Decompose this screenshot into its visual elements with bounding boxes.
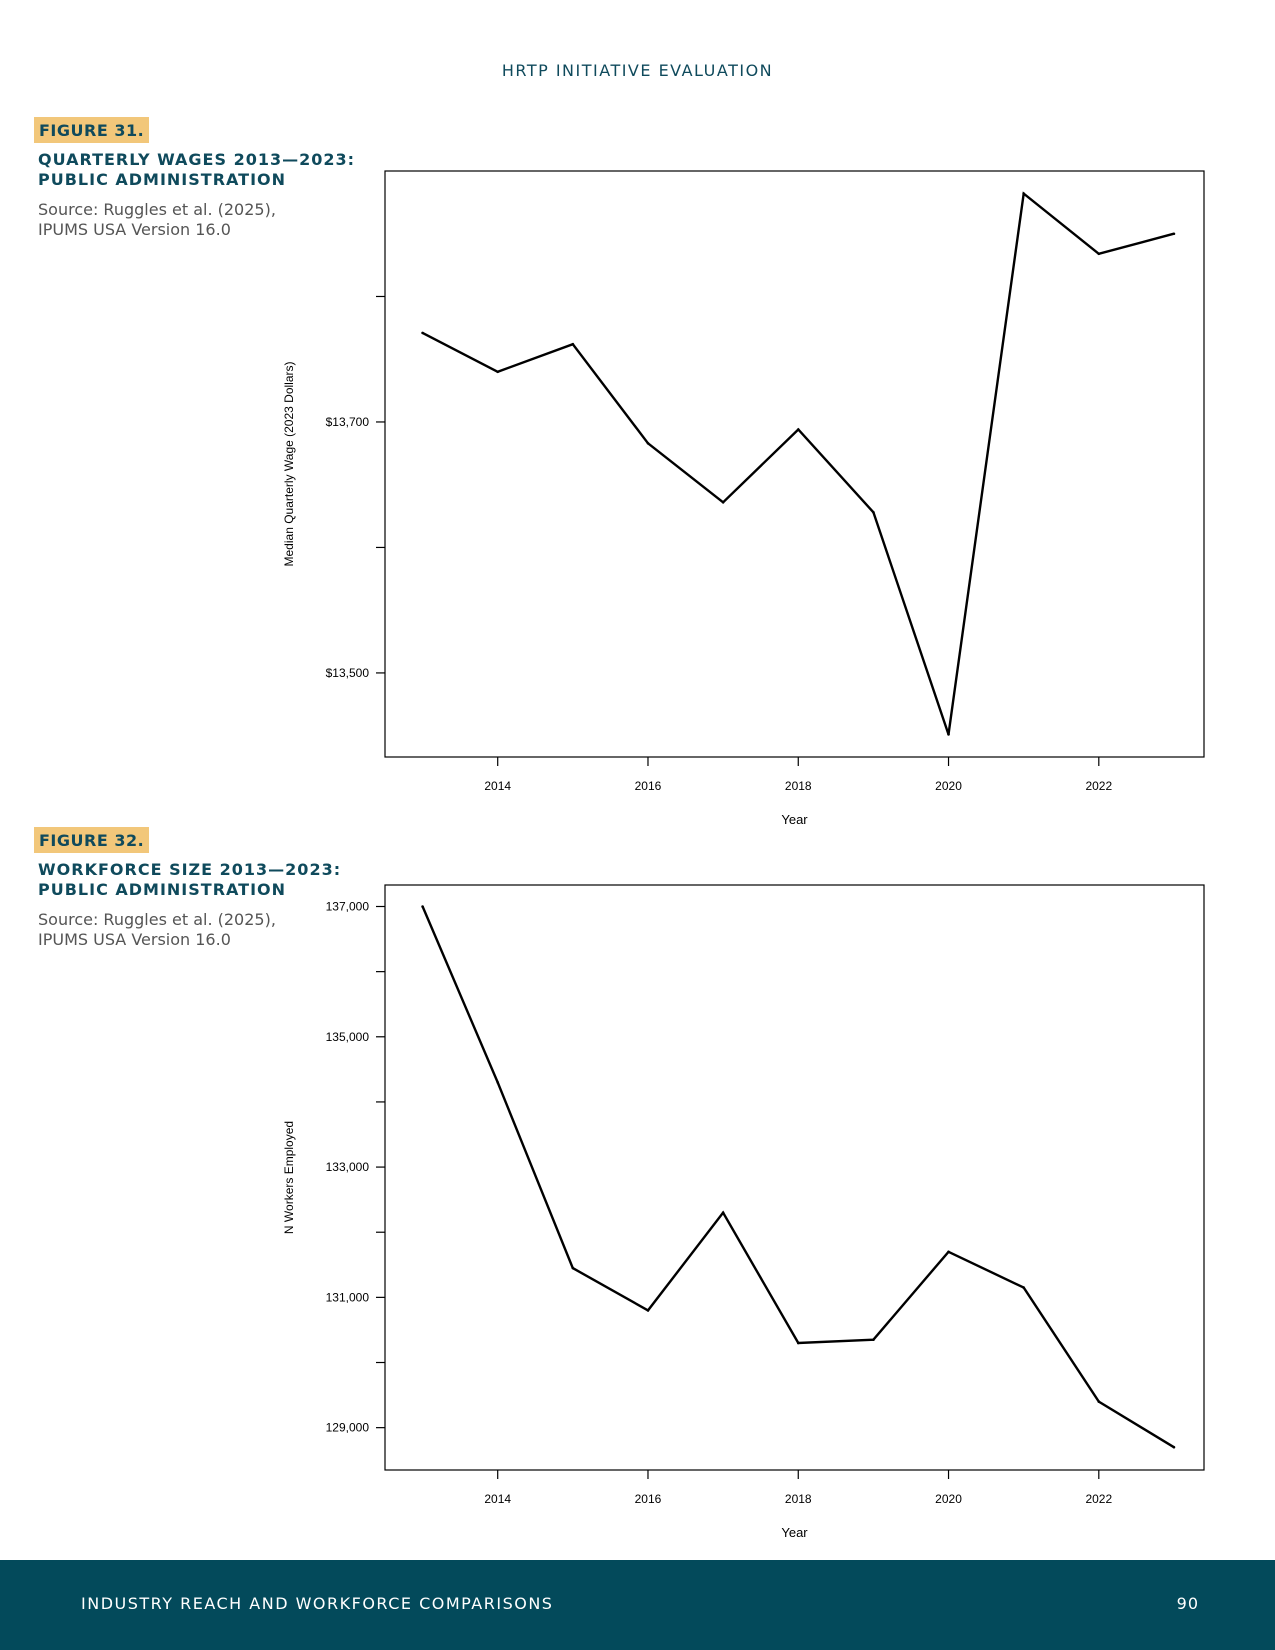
workforce-x-axis-label: Year	[781, 1525, 808, 1540]
wages-x-axis-label: Year	[781, 812, 808, 827]
workforce-data-point	[947, 1250, 950, 1254]
workforce-x-tick-label: 2016	[635, 1492, 662, 1506]
figure-32-source-line-1: Source: Ruggles et al. (2025),	[38, 910, 276, 929]
wages-x-tick-label: 2014	[484, 779, 511, 793]
workforce-y-axis-label: N Workers Employed	[282, 1121, 296, 1234]
wages-x-tick-label: 2022	[1085, 779, 1112, 793]
workforce-y-tick-label: 131,000	[326, 1290, 370, 1304]
workforce-data-point	[496, 1081, 500, 1084]
figure-31-title-line-2: PUBLIC ADMINISTRATION	[38, 170, 287, 189]
workforce-y-tick-label: 135,000	[326, 1030, 370, 1044]
workforce-y-tick-label: 137,000	[326, 899, 370, 913]
footer-title: INDUSTRY REACH AND WORKFORCE COMPARISONS	[81, 1594, 554, 1613]
figure-31-source-line-2: IPUMS USA Version 16.0	[38, 220, 231, 239]
figure-32-title-line-1: WORKFORCE SIZE 2013—2023:	[38, 860, 342, 879]
figure-32-title: WORKFORCE SIZE 2013—2023: PUBLIC ADMINIS…	[38, 860, 341, 900]
wages-data-point	[1097, 252, 1101, 256]
workforce-data-point	[1172, 1445, 1176, 1449]
wages-data-point	[721, 500, 725, 504]
wages-x-tick-label: 2020	[935, 779, 962, 793]
workforce-x-tick-label: 2018	[785, 1492, 812, 1506]
wages-data-point	[1022, 192, 1025, 195]
workforce-data-point	[1022, 1286, 1025, 1289]
wages-x-tick-label: 2018	[785, 779, 812, 793]
figure-32-source-line-2: IPUMS USA Version 16.0	[38, 930, 231, 949]
workforce-x-tick-label: 2020	[935, 1492, 962, 1506]
figure-31-title-line-1: QUARTERLY WAGES 2013—2023:	[38, 150, 356, 169]
wages-data-point	[646, 441, 650, 445]
wages-y-tick-label: $13,500	[326, 666, 370, 680]
workforce-data-point	[646, 1309, 650, 1312]
workforce-data-point	[571, 1266, 575, 1270]
wages-data-point	[796, 428, 800, 431]
workforce-plot-frame	[384, 884, 1205, 1471]
workforce-y-tick-label: 133,000	[326, 1160, 370, 1174]
workforce-data-point	[796, 1341, 800, 1345]
wages-data-point	[496, 370, 500, 374]
wages-data-point	[1172, 232, 1176, 236]
page-number: 90	[1176, 1594, 1199, 1613]
page-header: HRTP INITIATIVE EVALUATION	[501, 61, 774, 80]
figure-32-title-line-2: PUBLIC ADMINISTRATION	[38, 880, 287, 899]
wages-data-point	[947, 733, 950, 736]
figure-32-tag: FIGURE 32.	[34, 827, 150, 853]
wages-x-tick-label: 2016	[635, 779, 662, 793]
workforce-data-point	[1097, 1400, 1101, 1403]
wages-data-point	[421, 331, 424, 335]
figure-31-title: QUARTERLY WAGES 2013—2023: PUBLIC ADMINI…	[38, 150, 355, 190]
wages-plot-frame	[384, 170, 1205, 758]
wages-data-point	[872, 511, 875, 514]
workforce-data-point	[421, 905, 424, 908]
wages-y-axis-label: Median Quarterly Wage (2023 Dollars)	[282, 362, 296, 567]
workforce-series-line	[421, 906, 1175, 1449]
workforce-data-point	[872, 1338, 875, 1342]
page-footer: INDUSTRY REACH AND WORKFORCE COMPARISONS…	[0, 1560, 1275, 1650]
wages-data-point	[571, 342, 575, 346]
workforce-data-point	[721, 1211, 725, 1214]
figure-31-source-line-1: Source: Ruggles et al. (2025),	[38, 200, 276, 219]
workforce-y-tick-label: 129,000	[326, 1421, 370, 1435]
workforce-x-tick-label: 2022	[1085, 1492, 1112, 1506]
workforce-x-tick-label: 2014	[484, 1492, 511, 1506]
figure-31-tag: FIGURE 31.	[34, 117, 150, 143]
wages-y-tick-label: $13,700	[326, 415, 370, 429]
figure-32-source: Source: Ruggles et al. (2025), IPUMS USA…	[38, 910, 276, 950]
figure-31-source: Source: Ruggles et al. (2025), IPUMS USA…	[38, 200, 276, 240]
